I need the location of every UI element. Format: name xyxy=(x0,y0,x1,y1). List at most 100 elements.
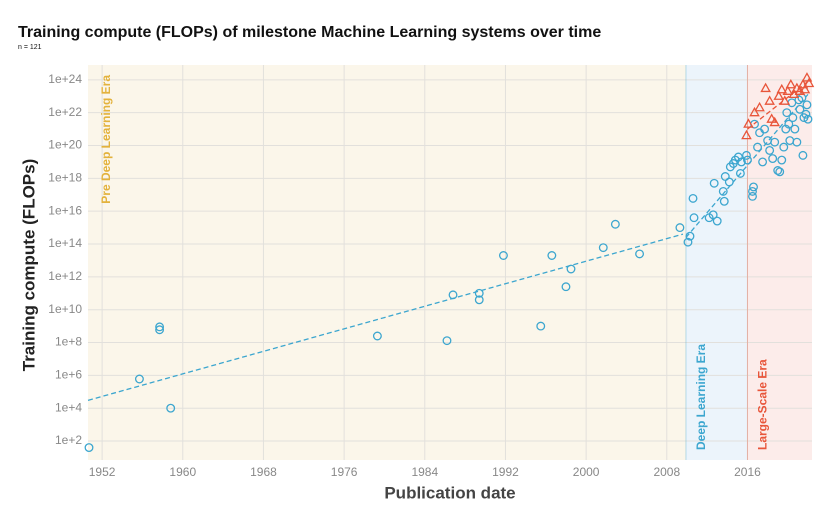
trend-line xyxy=(685,93,809,238)
x-tick-label: 1968 xyxy=(250,465,277,479)
x-tick-label: 2000 xyxy=(573,465,600,479)
data-point xyxy=(803,114,813,124)
data-point xyxy=(688,193,698,203)
data-point xyxy=(784,119,794,129)
x-axis-label: Publication date xyxy=(384,483,515,502)
data-point xyxy=(760,82,771,93)
data-point xyxy=(790,124,800,134)
data-point xyxy=(782,85,794,95)
era-band xyxy=(88,65,686,460)
data-point xyxy=(155,325,165,335)
data-point xyxy=(155,322,165,332)
data-point xyxy=(718,186,728,196)
y-tick-label: 1e+6 xyxy=(55,368,82,382)
data-point xyxy=(712,216,722,226)
data-point xyxy=(769,116,780,127)
data-point xyxy=(773,166,783,175)
data-point xyxy=(675,223,685,233)
data-point xyxy=(788,113,798,123)
y-tick-label: 1e+4 xyxy=(55,400,82,414)
data-point xyxy=(749,106,760,117)
x-tick-label: 1976 xyxy=(331,465,358,479)
data-point xyxy=(741,129,752,140)
data-point xyxy=(773,90,785,100)
data-point xyxy=(709,178,719,188)
data-point xyxy=(442,336,452,346)
data-point xyxy=(754,101,765,112)
y-tick-label: 1e+22 xyxy=(48,105,82,119)
data-point xyxy=(724,177,734,187)
data-point xyxy=(685,231,695,241)
data-point xyxy=(547,251,557,260)
data-point xyxy=(742,150,751,160)
data-point xyxy=(803,77,815,88)
x-tick-label: 2016 xyxy=(734,465,761,479)
y-tick-label: 1e+12 xyxy=(48,269,82,283)
x-tick-label: 1960 xyxy=(169,465,196,479)
data-point xyxy=(498,251,508,260)
data-point xyxy=(792,137,802,147)
data-point xyxy=(730,155,740,165)
data-point xyxy=(765,145,775,155)
x-tick-label: 2008 xyxy=(653,465,680,479)
data-point xyxy=(770,137,780,147)
era-label: Pre Deep Learning Era xyxy=(99,75,113,204)
data-point xyxy=(795,104,805,114)
data-point xyxy=(764,95,775,105)
data-point xyxy=(448,290,458,300)
data-point xyxy=(735,168,745,178)
data-point xyxy=(561,282,571,292)
y-tick-label: 1e+14 xyxy=(48,236,82,250)
y-tick-label: 1e+10 xyxy=(48,302,82,316)
y-tick-label: 1e+2 xyxy=(55,433,82,447)
y-tick-label: 1e+8 xyxy=(55,335,82,349)
data-point xyxy=(779,95,791,105)
data-point xyxy=(782,108,792,118)
data-point xyxy=(84,443,94,453)
y-tick-label: 1e+24 xyxy=(48,72,82,86)
data-point xyxy=(689,213,699,223)
data-point xyxy=(536,321,546,331)
data-point xyxy=(801,109,811,119)
y-tick-label: 1e+16 xyxy=(48,203,82,217)
chart-title: Training compute (FLOPs) of milestone Ma… xyxy=(18,24,601,41)
era-band xyxy=(747,65,812,460)
data-point xyxy=(801,72,813,82)
data-point xyxy=(768,154,778,164)
data-point xyxy=(598,243,608,253)
data-point xyxy=(610,219,620,229)
y-tick-label: 1e+18 xyxy=(48,171,82,185)
data-point xyxy=(799,83,811,94)
x-tick-label: 1992 xyxy=(492,465,519,479)
data-point xyxy=(566,264,576,274)
data-point xyxy=(802,100,812,110)
data-point xyxy=(134,374,144,384)
data-point xyxy=(719,196,729,206)
data-point xyxy=(635,249,645,259)
data-point xyxy=(760,124,770,134)
data-point xyxy=(785,78,797,89)
data-point xyxy=(372,331,382,341)
data-point xyxy=(683,237,693,247)
data-point xyxy=(736,157,746,167)
data-point xyxy=(748,186,757,196)
data-point xyxy=(776,83,788,94)
x-tick-label: 1984 xyxy=(411,465,438,479)
trend-line xyxy=(87,233,684,401)
data-point xyxy=(743,155,752,165)
data-point xyxy=(753,142,762,152)
data-point xyxy=(474,295,484,305)
data-point xyxy=(748,191,757,201)
data-point xyxy=(758,157,768,167)
data-point xyxy=(777,155,787,165)
data-point xyxy=(474,288,484,298)
era-label: Deep Learning Era xyxy=(694,344,708,450)
era-label: Large-Scale Era xyxy=(756,359,770,450)
data-point xyxy=(775,167,785,177)
data-point xyxy=(779,142,789,152)
y-axis-label: Training compute (FLOPs) xyxy=(19,159,38,372)
data-point xyxy=(743,118,754,128)
data-point xyxy=(708,210,718,220)
data-point xyxy=(166,403,176,413)
